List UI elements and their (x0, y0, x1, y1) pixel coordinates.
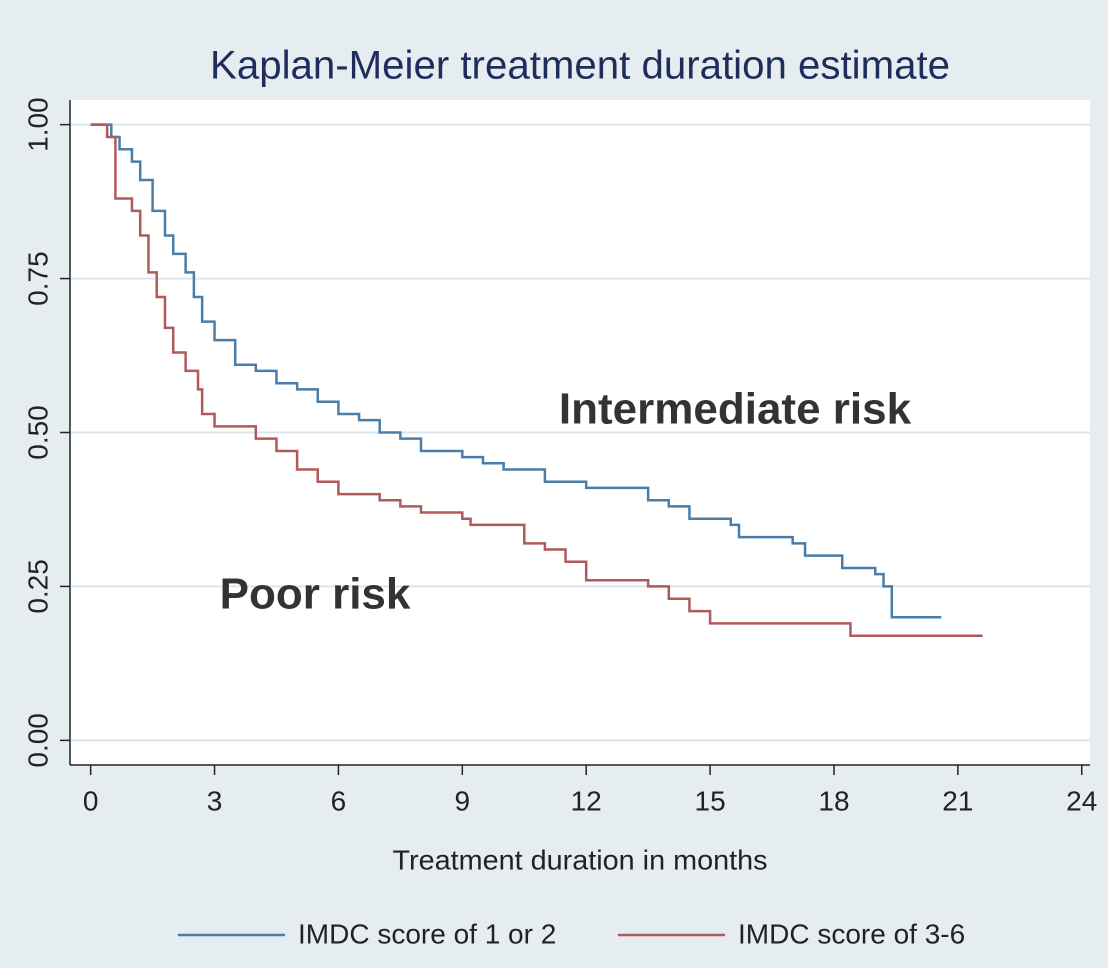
annotation: Intermediate risk (559, 385, 912, 434)
y-tick-label: 1.00 (22, 97, 53, 152)
series-line (90, 123, 983, 637)
x-tick-label: 12 (571, 785, 602, 816)
series-line (90, 123, 942, 619)
x-tick-label: 3 (207, 785, 223, 816)
y-tick-label: 0.75 (22, 251, 53, 306)
y-tick-label: 0.50 (22, 405, 53, 460)
x-tick-label: 15 (695, 785, 726, 816)
x-tick-label: 21 (942, 785, 973, 816)
x-tick-label: 0 (83, 785, 99, 816)
x-tick-label: 9 (455, 785, 471, 816)
x-tick-label: 24 (1066, 785, 1097, 816)
legend-label: IMDC score of 1 or 2 (298, 918, 556, 949)
annotation: Poor risk (220, 570, 411, 619)
x-axis-label: Treatment duration in months (393, 844, 768, 875)
chart-title: Kaplan-Meier treatment duration estimate (210, 44, 950, 88)
y-tick-label: 0.00 (22, 713, 53, 768)
x-tick-label: 6 (331, 785, 347, 816)
x-tick-label: 18 (818, 785, 849, 816)
y-tick-label: 0.25 (22, 559, 53, 614)
legend-label: IMDC score of 3-6 (738, 918, 965, 949)
